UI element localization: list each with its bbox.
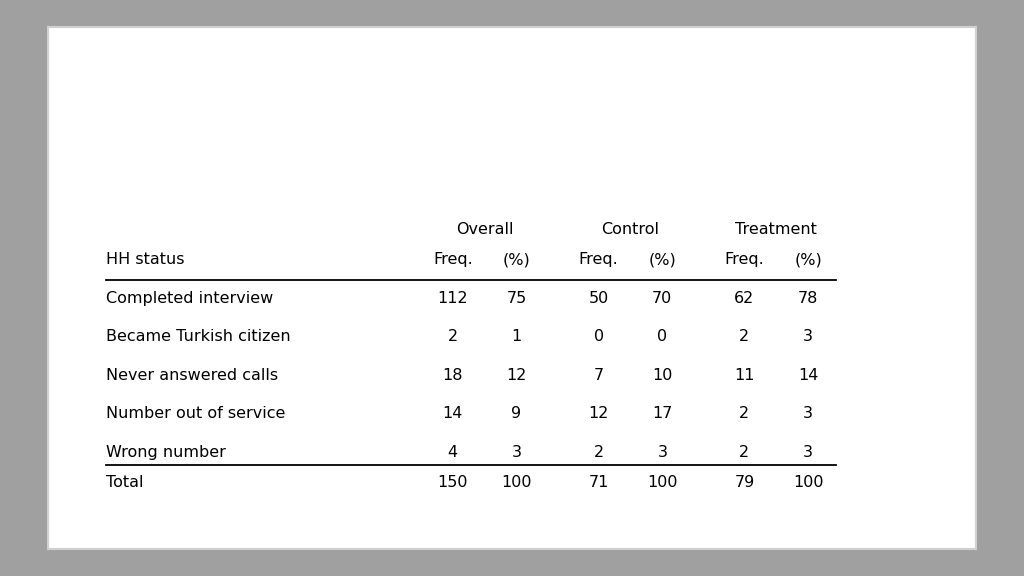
Text: 100: 100 — [647, 475, 678, 490]
Text: 70: 70 — [652, 291, 673, 306]
Text: 7: 7 — [594, 367, 603, 382]
Text: 11: 11 — [734, 367, 755, 382]
Text: 2: 2 — [447, 329, 458, 344]
Text: 12: 12 — [507, 367, 526, 382]
Text: 2: 2 — [739, 329, 750, 344]
Text: 17: 17 — [652, 406, 673, 421]
Text: 2: 2 — [739, 406, 750, 421]
Text: 100: 100 — [793, 475, 823, 490]
Text: 62: 62 — [734, 291, 755, 306]
Text: 1: 1 — [511, 329, 521, 344]
Text: Control: Control — [601, 222, 659, 237]
Text: 2: 2 — [594, 445, 603, 460]
Text: Became Turkish citizen: Became Turkish citizen — [106, 329, 291, 344]
Text: 2: 2 — [739, 445, 750, 460]
Text: 3: 3 — [803, 445, 813, 460]
Text: 100: 100 — [502, 475, 531, 490]
Text: 79: 79 — [734, 475, 755, 490]
FancyBboxPatch shape — [48, 27, 976, 549]
Text: 50: 50 — [589, 291, 608, 306]
Text: 78: 78 — [798, 291, 818, 306]
Text: (%): (%) — [795, 252, 822, 267]
Text: 75: 75 — [507, 291, 526, 306]
Text: (%): (%) — [648, 252, 676, 267]
Text: Wrong number: Wrong number — [106, 445, 226, 460]
Text: Freq.: Freq. — [433, 252, 473, 267]
Text: Overall: Overall — [456, 222, 513, 237]
Text: Freq.: Freq. — [579, 252, 618, 267]
Text: 3: 3 — [803, 406, 813, 421]
Text: (%): (%) — [503, 252, 530, 267]
Text: 10: 10 — [652, 367, 673, 382]
Text: Total: Total — [106, 475, 144, 490]
Text: Completed interview: Completed interview — [106, 291, 273, 306]
Text: Freq.: Freq. — [725, 252, 764, 267]
Text: 4: 4 — [447, 445, 458, 460]
Text: 0: 0 — [594, 329, 603, 344]
Text: 0: 0 — [657, 329, 668, 344]
Text: Number out of service: Number out of service — [106, 406, 286, 421]
Text: 3: 3 — [512, 445, 521, 460]
Text: 112: 112 — [437, 291, 468, 306]
Text: Never answered calls: Never answered calls — [106, 367, 279, 382]
Text: 14: 14 — [442, 406, 463, 421]
Text: 18: 18 — [442, 367, 463, 382]
Text: 150: 150 — [437, 475, 468, 490]
Text: 3: 3 — [657, 445, 668, 460]
Text: Treatment: Treatment — [735, 222, 817, 237]
Text: HH status: HH status — [106, 252, 185, 267]
Text: 71: 71 — [589, 475, 608, 490]
Text: 3: 3 — [803, 329, 813, 344]
Text: 14: 14 — [798, 367, 818, 382]
Text: 12: 12 — [589, 406, 608, 421]
Text: 9: 9 — [512, 406, 521, 421]
